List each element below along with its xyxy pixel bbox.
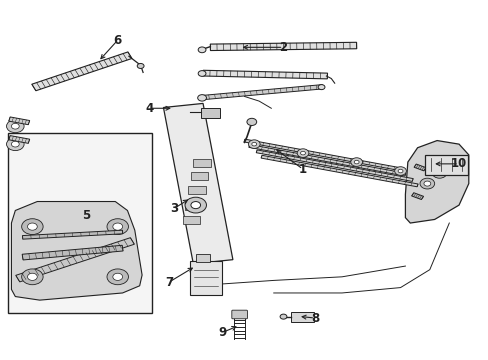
Circle shape bbox=[6, 120, 24, 133]
Circle shape bbox=[248, 140, 260, 148]
Circle shape bbox=[184, 197, 206, 213]
Polygon shape bbox=[203, 85, 322, 100]
Circle shape bbox=[198, 71, 205, 76]
Polygon shape bbox=[405, 140, 468, 223]
Polygon shape bbox=[9, 136, 30, 143]
Text: 10: 10 bbox=[450, 157, 466, 170]
Circle shape bbox=[113, 273, 122, 280]
Circle shape bbox=[394, 167, 406, 175]
Text: 6: 6 bbox=[113, 33, 122, 47]
Bar bbox=[424, 155, 467, 175]
Text: 2: 2 bbox=[279, 41, 287, 54]
Bar bbox=[195, 253, 210, 262]
Text: 9: 9 bbox=[218, 326, 226, 339]
Bar bbox=[182, 216, 200, 224]
Circle shape bbox=[423, 181, 430, 186]
Circle shape bbox=[107, 269, 128, 285]
Polygon shape bbox=[11, 202, 142, 300]
Circle shape bbox=[431, 167, 446, 178]
Circle shape bbox=[435, 170, 442, 175]
Text: 8: 8 bbox=[310, 311, 319, 325]
Bar bbox=[190, 172, 208, 180]
Circle shape bbox=[350, 158, 362, 166]
Circle shape bbox=[27, 223, 37, 230]
Bar bbox=[189, 261, 221, 295]
Circle shape bbox=[280, 314, 286, 319]
Text: 1: 1 bbox=[298, 163, 306, 176]
Circle shape bbox=[297, 149, 308, 157]
Polygon shape bbox=[244, 139, 400, 171]
Circle shape bbox=[353, 160, 358, 164]
Polygon shape bbox=[32, 52, 132, 91]
Circle shape bbox=[137, 63, 144, 68]
Circle shape bbox=[300, 151, 305, 155]
Circle shape bbox=[11, 141, 19, 147]
Bar bbox=[8, 134, 152, 313]
Polygon shape bbox=[16, 238, 134, 282]
Bar bbox=[290, 312, 314, 321]
Circle shape bbox=[113, 223, 122, 230]
Polygon shape bbox=[248, 145, 405, 176]
Text: 5: 5 bbox=[81, 210, 90, 222]
Polygon shape bbox=[9, 117, 30, 125]
Circle shape bbox=[251, 142, 256, 146]
Text: 3: 3 bbox=[169, 202, 178, 215]
Polygon shape bbox=[22, 230, 122, 239]
Circle shape bbox=[419, 178, 434, 189]
Polygon shape bbox=[256, 150, 412, 181]
Bar bbox=[185, 202, 203, 210]
Circle shape bbox=[21, 219, 43, 234]
FancyBboxPatch shape bbox=[231, 310, 247, 319]
Circle shape bbox=[246, 118, 256, 126]
Circle shape bbox=[198, 47, 205, 53]
Polygon shape bbox=[261, 155, 417, 187]
Circle shape bbox=[190, 202, 200, 209]
Circle shape bbox=[27, 273, 37, 280]
Circle shape bbox=[318, 85, 325, 90]
Polygon shape bbox=[163, 103, 232, 264]
Circle shape bbox=[107, 219, 128, 234]
Polygon shape bbox=[413, 164, 425, 171]
Polygon shape bbox=[210, 42, 356, 50]
Circle shape bbox=[21, 269, 43, 285]
Polygon shape bbox=[203, 70, 327, 79]
Polygon shape bbox=[22, 245, 123, 260]
Polygon shape bbox=[411, 193, 423, 199]
Circle shape bbox=[6, 138, 24, 150]
Text: 7: 7 bbox=[164, 276, 173, 289]
Circle shape bbox=[11, 123, 19, 129]
Bar bbox=[188, 186, 205, 194]
Bar bbox=[201, 108, 219, 118]
Circle shape bbox=[197, 95, 206, 101]
Bar bbox=[193, 159, 210, 167]
Text: 4: 4 bbox=[145, 102, 153, 115]
Circle shape bbox=[397, 169, 402, 173]
